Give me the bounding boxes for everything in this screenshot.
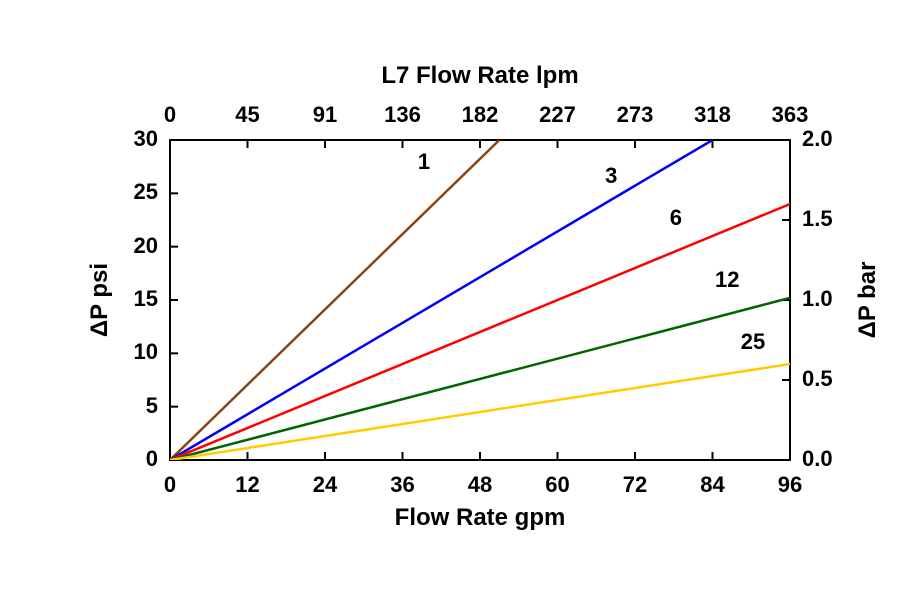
right-tick-1.0: 1.0 [802, 286, 862, 312]
top-tick-136: 136 [373, 102, 433, 128]
left-tick-25: 25 [100, 179, 158, 205]
bottom-tick-96: 96 [760, 472, 820, 498]
left-tick-15: 15 [100, 286, 158, 312]
series-label-6: 6 [670, 205, 682, 231]
right-tick-0.0: 0.0 [802, 446, 862, 472]
top-tick-273: 273 [605, 102, 665, 128]
top-tick-182: 182 [450, 102, 510, 128]
top-tick-363: 363 [760, 102, 820, 128]
series-label-3: 3 [605, 163, 617, 189]
left-tick-10: 10 [100, 339, 158, 365]
bottom-tick-48: 48 [450, 472, 510, 498]
bottom-tick-12: 12 [218, 472, 278, 498]
left-tick-0: 0 [100, 446, 158, 472]
bottom-tick-24: 24 [295, 472, 355, 498]
top-tick-318: 318 [683, 102, 743, 128]
series-label-1: 1 [418, 149, 430, 175]
right-tick-2.0: 2.0 [802, 126, 862, 152]
series-label-12: 12 [715, 267, 739, 293]
right-tick-1.5: 1.5 [802, 206, 862, 232]
bottom-tick-60: 60 [528, 472, 588, 498]
top-tick-91: 91 [295, 102, 355, 128]
left-tick-5: 5 [100, 393, 158, 419]
bottom-tick-84: 84 [683, 472, 743, 498]
top-tick-0: 0 [140, 102, 200, 128]
series-label-25: 25 [741, 329, 765, 355]
left-tick-30: 30 [100, 126, 158, 152]
top-tick-45: 45 [218, 102, 278, 128]
bottom-axis-title: Flow Rate gpm [170, 504, 790, 532]
chart-root: { "canvas": { "width": 906, "height": 59… [0, 0, 906, 596]
bottom-tick-72: 72 [605, 472, 665, 498]
top-axis-title: L7 Flow Rate lpm [170, 62, 790, 90]
bottom-tick-0: 0 [140, 472, 200, 498]
right-tick-0.5: 0.5 [802, 366, 862, 392]
left-tick-20: 20 [100, 233, 158, 259]
bottom-tick-36: 36 [373, 472, 433, 498]
top-tick-227: 227 [528, 102, 588, 128]
